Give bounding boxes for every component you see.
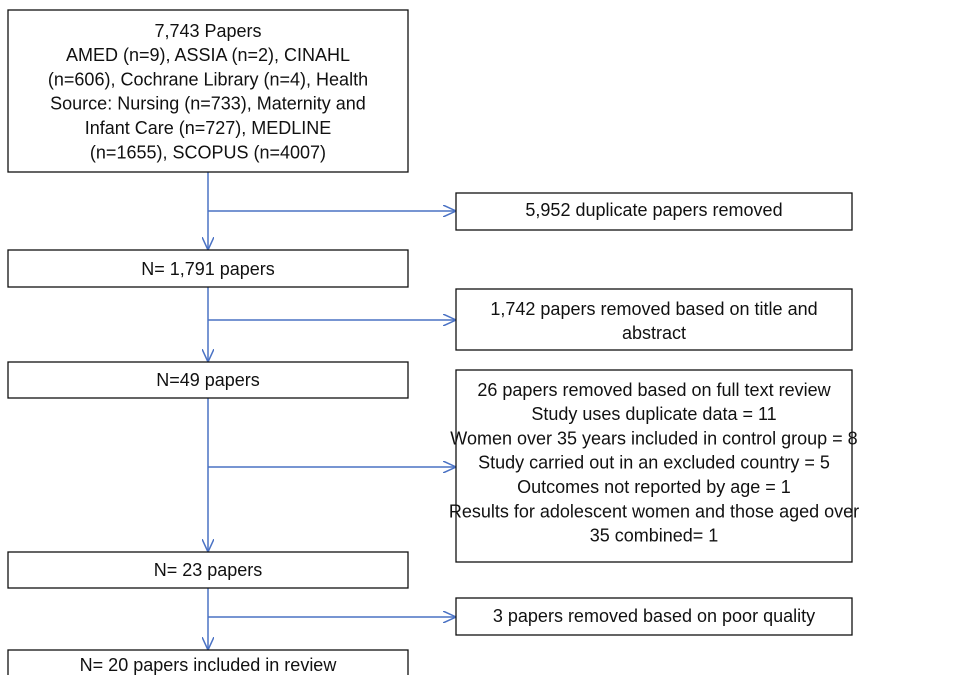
exclusion-box [455, 369, 853, 563]
exclusion-text: 3 papers removed based on poor quality [493, 606, 815, 626]
stage-text: N=49 papers [156, 370, 260, 390]
exclusion-text: Outcomes not reported by age = 1 [517, 477, 791, 497]
stage-text: N= 1,791 papers [141, 259, 275, 279]
stage-box [7, 551, 409, 589]
exclusion-text: 26 papers removed based on full text rev… [477, 380, 831, 400]
stage-text: Source: Nursing (n=733), Maternity and [50, 94, 366, 114]
stage-text: 7,743 Papers [154, 21, 261, 41]
exclusion-text: Women over 35 years included in control … [450, 428, 857, 448]
stage-text: AMED (n=9), ASSIA (n=2), CINAHL [66, 45, 350, 65]
stage-text: N= 20 papers included in review [80, 655, 338, 675]
exclusion-box [455, 597, 853, 636]
stage-box [7, 249, 409, 288]
stage-text: (n=1655), SCOPUS (n=4007) [90, 142, 326, 162]
exclusion-text: 5,952 duplicate papers removed [525, 200, 782, 220]
exclusion-box [455, 288, 853, 351]
exclusion-text: 1,742 papers removed based on title and [490, 299, 817, 319]
stage-box [7, 9, 409, 173]
stage-box [7, 361, 409, 399]
exclusion-text: Results for adolescent women and those a… [449, 501, 859, 521]
stage-box [7, 649, 409, 675]
exclusion-text: abstract [622, 323, 686, 343]
stage-text: N= 23 papers [154, 560, 263, 580]
exclusion-text: 35 combined= 1 [590, 526, 719, 546]
exclusion-text: Study carried out in an excluded country… [478, 453, 830, 473]
stage-text: (n=606), Cochrane Library (n=4), Health [48, 69, 368, 89]
stage-text: Infant Care (n=727), MEDLINE [85, 118, 332, 138]
exclusion-text: Study uses duplicate data = 11 [531, 404, 776, 424]
exclusion-box [455, 192, 853, 231]
